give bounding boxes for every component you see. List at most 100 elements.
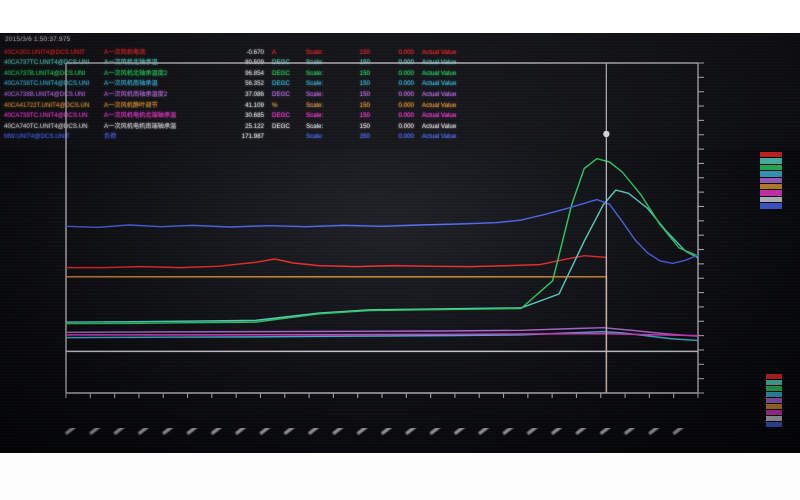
x-axis-tick-label <box>648 428 664 436</box>
legend-swatch-stack-bottom[interactable] <box>766 374 782 428</box>
legend-value: 41.109 <box>245 101 264 109</box>
legend-unit: DEGC <box>272 122 290 130</box>
x-axis-tick-label <box>623 428 640 436</box>
legend-mode: Actual Value <box>422 69 457 77</box>
x-axis-tick-label <box>502 428 518 436</box>
legend-color-swatch[interactable] <box>760 183 782 190</box>
legend-description: 负荷 <box>104 133 117 141</box>
x-axis-tick-label <box>429 428 445 436</box>
x-axis-tick-label <box>453 428 470 436</box>
legend-tag: 40CA738TC.UNIT4@DCS.UNI <box>4 80 90 88</box>
legend-color-swatch[interactable] <box>766 422 782 427</box>
legend-color-swatch[interactable] <box>760 164 782 171</box>
legend-color-swatch[interactable] <box>760 203 782 209</box>
legend-mode: Actual Value <box>422 122 457 130</box>
legend-color-swatch[interactable] <box>760 190 782 196</box>
x-axis-tick-label <box>356 428 372 436</box>
legend-unit: DEGC <box>272 69 290 77</box>
legend-unit: DEGC <box>272 90 290 98</box>
legend-scale-label: Scale: <box>306 122 324 130</box>
legend-scale-label: Scale: <box>306 69 324 77</box>
plot-frame <box>65 62 699 394</box>
trend-line <box>66 332 699 337</box>
legend-color-swatch[interactable] <box>766 404 782 409</box>
legend-row[interactable]: MW.UNIT4@DCS.UNIT 负荷 171.987 Scale: 350 0.000… <box>0 132 800 142</box>
legend-scale-min: 0.000 <box>398 69 414 77</box>
legend-tag: 40CA737TC.UNIT4@DCS.UNI <box>4 59 90 67</box>
legend-scale-label: Scale: <box>306 48 324 56</box>
legend-description: A一次风机电机北端轴承温 <box>104 112 177 120</box>
legend-swatch-stack-top[interactable] <box>760 152 782 210</box>
legend-color-swatch[interactable] <box>766 398 782 403</box>
x-axis-tick-label <box>526 428 543 436</box>
x-axis-tick-label <box>234 428 251 436</box>
legend-scale-max: 150 <box>359 122 370 130</box>
x-axis-tick-label <box>259 428 275 436</box>
legend-value: 25.122 <box>245 122 264 130</box>
legend-value: -0.670 <box>246 48 264 56</box>
legend-mode: Actual Value <box>422 48 457 56</box>
legend-unit: DEGC <box>272 80 290 88</box>
legend-row[interactable]: 40CA740TC.UNIT4@DCS.UN A一次风机电机南端轴承温 25.122… <box>0 122 800 132</box>
trend-chart-svg[interactable] <box>30 55 725 430</box>
legend-row[interactable]: 40CA738TC.UNIT4@DCS.UNI A一次风机南轴承温 56.352 DE… <box>0 79 800 89</box>
legend-scale-min: 0.000 <box>398 112 414 120</box>
x-axis-tick-label <box>307 428 324 436</box>
x-axis-tick-label <box>113 428 129 436</box>
legend-tag: 40CA737B.UNIT4@DCS.UNI <box>4 69 86 77</box>
trend-line <box>66 254 608 393</box>
legend-color-swatch[interactable] <box>766 392 782 397</box>
legend-color-swatch[interactable] <box>766 386 782 391</box>
cursor-marker-dot <box>603 130 610 138</box>
legend-tag: 40CA41722T.UNIT4@DCS.UN <box>4 101 90 109</box>
photo-bottom-margin <box>0 453 800 500</box>
legend-description: A一次风机南轴承温度2 <box>104 90 168 98</box>
legend-color-swatch[interactable] <box>760 158 782 164</box>
legend-description: A一次风机北轴承温度2 <box>104 69 168 77</box>
trend-traces <box>65 157 699 393</box>
legend-mode: Actual Value <box>422 80 457 88</box>
legend-color-swatch[interactable] <box>766 380 782 385</box>
legend-color-swatch[interactable] <box>766 374 782 379</box>
trend-line <box>65 157 699 325</box>
legend-color-swatch[interactable] <box>760 196 782 203</box>
legend-mode: Actual Value <box>422 90 457 98</box>
monitor-screen: 2015/3/6 1:50:37.975 40CA302.UNIT4@DCS.U… <box>0 33 800 453</box>
legend-row[interactable]: 40CA739TC.UNIT4@DCS.UN A一次风机电机北端轴承温 30.685… <box>0 111 800 121</box>
legend-value: 56.352 <box>245 80 264 88</box>
trend-plot[interactable] <box>30 55 725 430</box>
x-axis-tick-label <box>89 428 105 436</box>
legend-scale-label: Scale: <box>306 90 324 98</box>
trend-line <box>65 326 699 337</box>
legend-scale-max: 150 <box>359 101 370 109</box>
legend-scale-min: 0.000 <box>398 90 414 98</box>
legend-color-swatch[interactable] <box>760 177 782 183</box>
legend-value: 171.987 <box>241 133 264 141</box>
legend-description: A一次风机电流 <box>104 48 146 56</box>
legend-color-swatch[interactable] <box>766 410 782 415</box>
legend-row[interactable]: 40CA41722T.UNIT4@DCS.UN A一次风机静叶调节 41.109% S… <box>0 101 800 111</box>
legend-unit: A <box>272 48 277 56</box>
legend-scale-max: 150 <box>359 90 370 98</box>
legend-scale-min: 0.000 <box>398 48 414 56</box>
trend-legend-table: 2015/3/6 1:50:37.975 40CA302.UNIT4@DCS.U… <box>0 33 800 150</box>
x-axis-ticks <box>65 393 699 398</box>
legend-mode: Actual Value <box>422 112 457 120</box>
x-axis-tick-label <box>137 428 154 436</box>
legend-unit: % <box>272 101 278 109</box>
legend-row[interactable]: 40CA737B.UNIT4@DCS.UNI A一次风机北轴承温度2 96.854 D… <box>0 69 800 79</box>
x-axis-tick-label <box>405 428 421 436</box>
legend-row[interactable]: 40CA738B.UNIT4@DCS.UNI A一次风机南轴承温度2 37.086 D… <box>0 90 800 100</box>
legend-color-swatch[interactable] <box>766 416 782 421</box>
legend-tag: 40CA740TC.UNIT4@DCS.UN <box>4 122 88 130</box>
legend-scale-label: Scale: <box>306 133 324 141</box>
legend-color-swatch[interactable] <box>760 171 782 177</box>
x-axis-tick-label <box>283 428 300 436</box>
x-axis-tick-label <box>599 428 616 436</box>
y-axis-ticks <box>698 62 704 394</box>
legend-color-swatch[interactable] <box>760 152 782 158</box>
legend-scale-max: 150 <box>359 80 370 88</box>
legend-scale-label: Scale: <box>306 101 324 109</box>
legend-row[interactable]: 40CA302.UNIT4@DCS.UNIT A一次风机电流 -0.670 A Scal… <box>0 48 800 58</box>
